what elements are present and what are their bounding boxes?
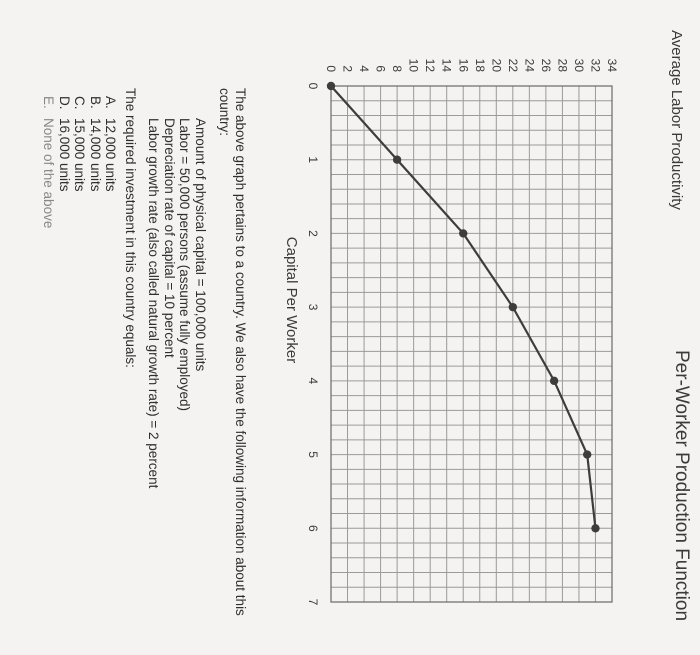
y-tick-label: 8 [390,65,404,72]
data-layer [326,81,600,533]
plot-frame [330,85,613,603]
question-text: The above graph pertains to a country. W… [41,88,249,648]
y-tick-label: 32 [588,59,602,73]
data-point [326,81,336,91]
y-tick-label: 34 [605,59,619,73]
grid-layer [330,85,613,603]
fact-capital: Amount of physical capital = 100,000 uni… [193,118,208,372]
y-tick-label: 18 [473,59,487,73]
y-tick-label: 2 [341,65,355,72]
option-letter: A. [103,96,119,109]
y-tick-label: 28 [555,59,569,73]
facts-list: Amount of physical capital = 100,000 uni… [146,118,209,648]
x-tick-label: 6 [306,525,320,532]
data-point [583,450,592,459]
option-b[interactable]: B. 14,000 units [88,96,103,648]
option-letter: E. [41,96,57,109]
x-tick-label: 0 [306,83,320,90]
y-tick-label: 12 [423,59,437,73]
option-letter: B. [88,96,103,109]
x-tick-label: 3 [306,304,320,311]
data-point [392,155,402,164]
x-tick-label: 5 [306,451,320,458]
y-tick-label: 0 [324,65,338,72]
option-text: 12,000 units [103,118,119,192]
option-a[interactable]: A. 12,000 units [103,96,119,648]
y-tick-label: 20 [489,59,503,73]
option-letter: C. [72,96,88,110]
fact-labor: Labor = 50,000 persons (assume fully emp… [177,118,193,412]
x-tick-label: 4 [306,378,320,385]
y-tick-label: 10 [407,59,421,73]
y-tick-label: 14 [440,59,454,73]
data-point [549,376,559,386]
data-point [591,524,600,533]
data-point [459,229,468,238]
option-e[interactable]: E. None of the above [41,96,57,648]
question-prompt: The required investment in this country … [123,88,138,368]
option-d[interactable]: D. 16,000 units [57,96,72,648]
y-tick-label: 30 [572,59,586,73]
option-letter: D. [57,96,72,110]
data-point [508,302,518,312]
fact-growth-rate: Labor growth rate (also called natural g… [146,118,162,489]
y-tick-label: 24 [522,59,536,73]
option-text: 15,000 units [72,118,88,192]
y-tick-label: 4 [357,65,371,72]
option-text: None of the above [41,118,57,229]
x-tick-label: 7 [306,599,320,606]
y-tick-label: 26 [539,59,553,73]
option-text: 16,000 units [57,118,72,192]
x-tick-label: 2 [306,230,320,237]
y-tick-label: 16 [456,59,470,73]
fact-depreciation: Depreciation rate of capital = 10 percen… [162,118,177,358]
y-tick-label: 6 [374,65,388,72]
option-c[interactable]: C. 15,000 units [72,96,88,648]
x-tick-label: 1 [306,156,320,163]
x-axis-label: Capital Per Worker [283,236,300,364]
intro-paragraph: The above graph pertains to a country. W… [217,88,249,616]
option-text: 14,000 units [88,118,103,192]
y-tick-label: 22 [506,59,520,73]
